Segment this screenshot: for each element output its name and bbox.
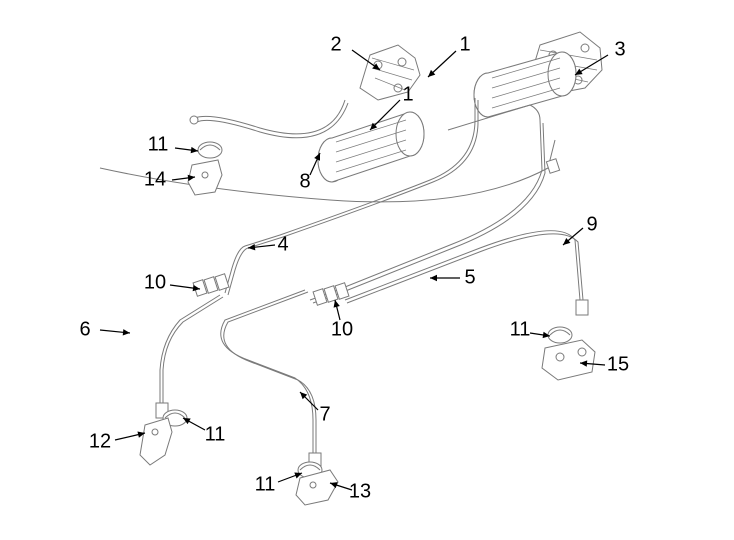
callout-c11c: 11 (183, 418, 225, 445)
callout-label: 11 (255, 473, 276, 495)
callout-c6: 6 (79, 318, 130, 340)
callout-label: 3 (614, 38, 625, 60)
callout-label: 4 (277, 233, 288, 255)
callout-c9: 9 (563, 213, 598, 245)
callout-label: 1 (402, 83, 413, 105)
callout-c12: 12 (89, 430, 145, 452)
callout-c14: 14 (144, 168, 195, 190)
callout-label: 14 (144, 168, 166, 190)
callout-c10a: 10 (144, 271, 200, 293)
callout-label: 15 (607, 353, 629, 375)
part-canister-1-left (318, 112, 424, 182)
callout-label: 9 (586, 213, 597, 235)
callout-c1a: 1 (428, 33, 471, 77)
callout-label: 7 (319, 403, 330, 425)
callout-label: 6 (79, 318, 90, 340)
callout-c4: 4 (248, 233, 289, 255)
callout-label: 12 (89, 430, 111, 452)
callout-label: 13 (349, 480, 371, 502)
part-connector-10-left (193, 274, 229, 296)
callout-c11b: 11 (510, 318, 550, 340)
callout-c5: 5 (430, 266, 476, 288)
callout-c11d: 11 (255, 472, 302, 495)
part-tube-8 (190, 100, 348, 138)
parts-diagram: 112345678910101111111112131415 (0, 0, 734, 540)
part-clip-11-tl (198, 142, 222, 158)
part-tube-6 (156, 295, 223, 418)
callout-c2: 2 (330, 33, 380, 70)
callout-label: 10 (144, 271, 166, 293)
callout-c11a: 11 (148, 133, 198, 155)
part-canister-1-right (474, 52, 576, 117)
callout-c8: 8 (299, 153, 320, 192)
part-tube-4 (225, 98, 478, 295)
part-connector-10-right (313, 283, 349, 305)
callout-label: 8 (299, 170, 310, 192)
callout-label: 1 (459, 33, 470, 55)
part-clip-11-r (548, 327, 572, 343)
callout-label: 5 (464, 266, 475, 288)
callout-c13: 13 (330, 480, 371, 502)
part-bracket-15 (542, 340, 595, 380)
callout-label: 11 (205, 423, 226, 445)
part-tube-7 (221, 290, 321, 468)
callout-c10b: 10 (331, 300, 353, 340)
callout-label: 11 (510, 318, 531, 340)
part-bracket-12 (140, 418, 172, 465)
callout-label: 11 (148, 133, 169, 155)
part-fitting-top-right (546, 159, 559, 174)
callout-label: 2 (330, 33, 341, 55)
callout-label: 10 (331, 318, 353, 340)
